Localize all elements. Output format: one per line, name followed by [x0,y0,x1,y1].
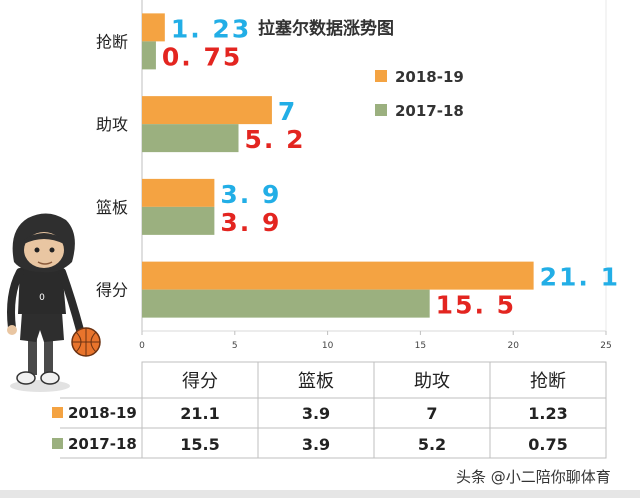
x-tick-label: 20 [507,341,519,351]
table-series-label-2017-18: 2017-18 [68,435,137,453]
table-swatch-2018-19 [52,407,63,418]
x-ticks: 0 5 10 15 20 25 [139,331,612,351]
table-swatch-2017-18 [52,438,63,449]
data-label: 1. 23 [171,14,251,43]
table-cell: 0.75 [528,435,567,454]
legend-label-2017-18: 2017-18 [395,102,464,120]
table-cell: 3.9 [302,435,330,454]
category-label: 篮板 [96,198,128,217]
table-cell: 3.9 [302,404,330,423]
data-labels: 1. 230. 75 75. 2 3. 93. 9 21. 1 15. 5 [162,14,620,320]
data-label: 0. 75 [162,42,242,71]
watermark-text: 头条 @小二陪你聊体育 [456,468,611,486]
table-cell: 15.5 [180,435,219,454]
chart-title: 拉塞尔数据涨势图 [258,18,394,39]
bar-2018-19-得分 [142,261,534,290]
table-header-qiangduan: 抢断 [530,371,566,392]
table-cell: 5.2 [418,435,446,454]
data-label: 3. 9 [220,180,281,209]
data-label: 5. 2 [245,125,306,154]
table-header-defen: 得分 [182,371,218,392]
bars [142,13,534,318]
bar-2017-18-得分 [142,289,430,318]
table-header-lanban: 篮板 [298,371,334,392]
table-cell: 1.23 [528,404,567,423]
table-header-zhugong: 助攻 [414,371,450,392]
x-tick-label: 10 [322,341,334,351]
data-label: 7 [278,97,297,126]
data-label: 3. 9 [220,208,281,237]
bar-2017-18-助攻 [142,124,239,153]
legend-swatch-2018-19 [375,70,387,82]
category-label: 助攻 [96,115,128,134]
x-tick-label: 15 [415,341,426,351]
bar-2018-19-篮板 [142,178,215,207]
data-label: 21. 1 [540,263,620,292]
category-label: 得分 [96,281,128,300]
bar-2018-19-助攻 [142,96,272,125]
x-tick-label: 5 [232,341,238,351]
data-label: 15. 5 [436,291,516,320]
x-tick-label: 25 [600,341,611,351]
category-label: 抢断 [96,32,128,51]
legend: 2018-19 2017-18 [375,68,464,120]
bar-2018-19-抢断 [142,13,165,42]
cartoon-basketball-player-icon: 0 [7,213,101,392]
table-series-label-2018-19: 2018-19 [68,404,137,422]
bar-2017-18-抢断 [142,41,156,70]
svg-text:0: 0 [39,293,45,303]
bar-2017-18-篮板 [142,206,215,235]
data-table: 得分 篮板 助攻 抢断 2018-19 2017-18 21.1 3.9 7 1… [52,361,607,459]
x-tick-label: 0 [139,341,145,351]
table-cell: 7 [426,404,437,423]
legend-swatch-2017-18 [375,104,387,116]
legend-label-2018-19: 2018-19 [395,68,464,86]
bottom-scroll-strip [0,490,640,498]
table-cell: 21.1 [180,404,219,423]
